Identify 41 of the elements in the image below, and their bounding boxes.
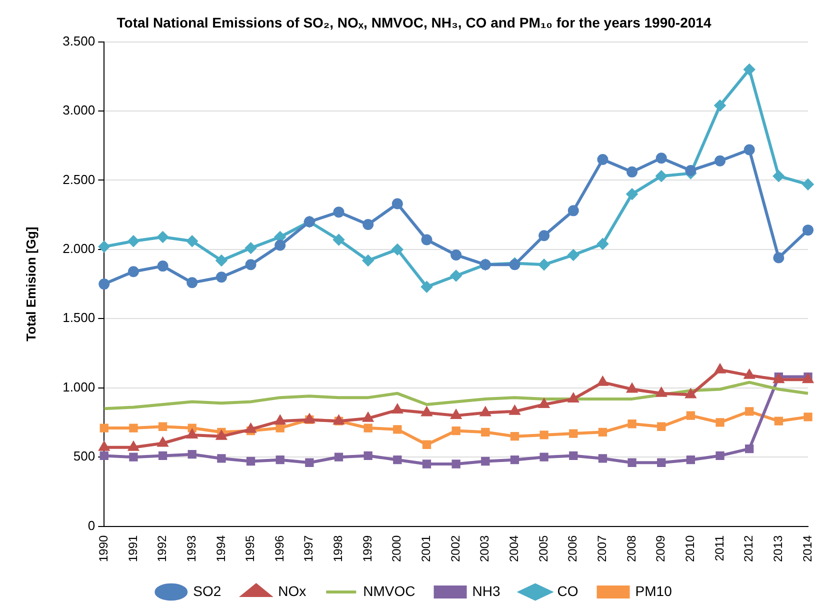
x-tick-label: 1996 [272,534,286,562]
x-tick-label: 2011 [712,534,726,562]
legend-label: PM10 [635,582,672,599]
x-tick-label: 2001 [419,534,434,562]
x-tick-label: 2005 [536,534,550,562]
legend-label: NMVOC [363,582,416,599]
x-tick-label: 1997 [302,534,316,562]
x-tick-label: 2013 [770,534,785,562]
y-tick-label: 3.500 [62,33,96,48]
x-tick-label: 1991 [126,534,140,562]
x-tick-label: 1993 [184,534,198,562]
x-tick-label: 2014 [800,534,814,562]
y-tick-label: 1.000 [62,379,96,394]
x-tick-label: 2007 [595,534,610,562]
x-tick-label: 2002 [448,534,462,562]
x-tick-label: 1999 [360,534,374,562]
legend-label: NOx [278,582,306,599]
x-tick-label: 2010 [683,534,697,562]
x-tick-label: 1998 [331,534,346,562]
y-tick-label: 500 [73,448,96,464]
legend-label: CO [557,582,578,599]
x-tick-label: 2009 [654,534,668,562]
x-tick-label: 1995 [243,534,258,562]
y-tick-label: 2.000 [62,241,96,256]
chart-title: Total National Emissions of SO₂, NOₓ, NMVOC, NH₃, CO and PM₁₀ for the years 1990-2014 [116,14,712,30]
y-tick-label: 3.000 [62,102,96,118]
x-tick-label: 2008 [624,534,638,562]
y-tick-label: 2.500 [62,172,96,187]
x-tick-label: 2004 [507,534,522,562]
x-tick-label: 2000 [390,534,404,562]
y-axis-title: Total Emision [Gg] [23,226,38,342]
legend-label: SO2 [193,582,222,599]
x-tick-label: 1990 [96,534,110,562]
x-tick-label: 2006 [566,534,580,562]
y-tick-label: 0 [88,518,96,533]
x-tick-label: 1992 [155,534,170,562]
y-tick-label: 1.500 [62,310,96,326]
x-tick-label: 1994 [214,534,228,562]
legend-label: NH3 [472,582,500,599]
x-tick-label: 2012 [742,534,756,562]
x-tick-label: 2003 [478,534,492,562]
